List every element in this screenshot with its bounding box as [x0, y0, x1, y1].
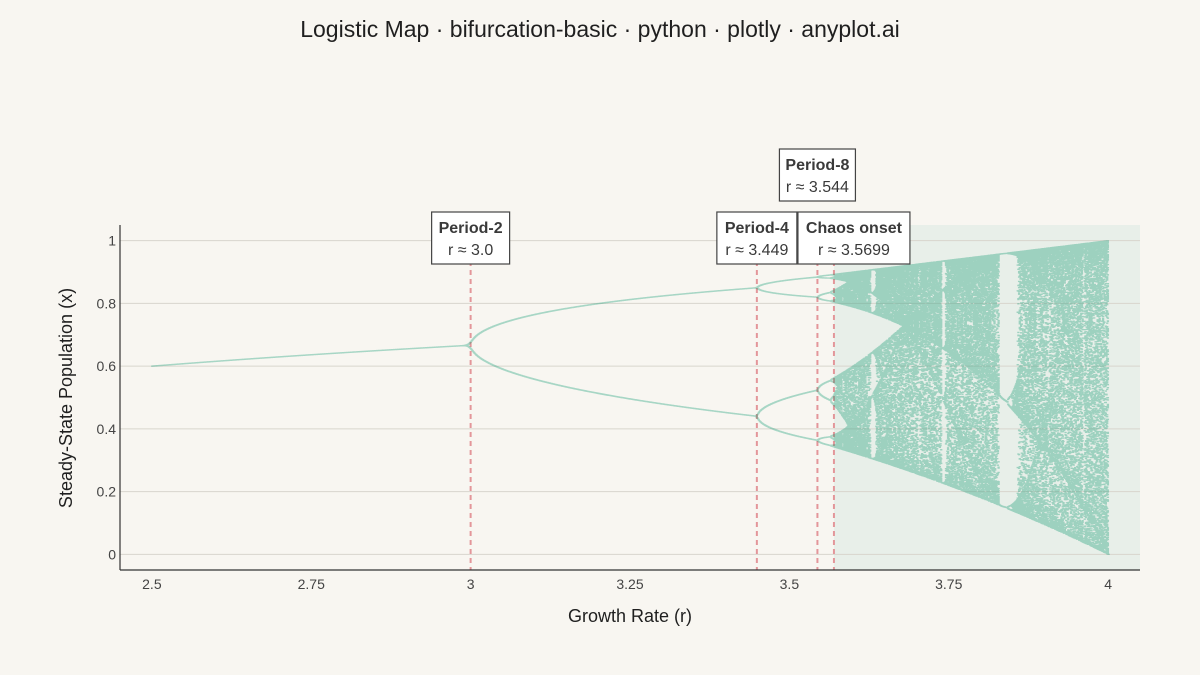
y-tick-label: 0.4 — [97, 421, 117, 437]
x-tick-label: 2.75 — [298, 576, 325, 592]
annotation-frame — [431, 211, 511, 265]
annotations: Period-2 r ≈ 3.0 Period-4 r ≈ 3.449 Period-8… — [431, 148, 911, 265]
annotation-label: Period-2 — [439, 220, 503, 237]
annotation-frame — [716, 211, 798, 265]
x-tick-label: 2.5 — [142, 576, 162, 592]
y-tick-label: 0 — [108, 546, 116, 562]
annotation-box: Period-2 r ≈ 3.0 — [431, 211, 511, 265]
bifurcation-lines — [469, 225, 835, 570]
y-tick-label: 0.2 — [97, 484, 117, 500]
annotation-value: r ≈ 3.449 — [725, 242, 788, 259]
x-tick-labels: 2.5 2.75 3 3.25 3.5 3.75 4 — [142, 576, 1112, 592]
y-axis-label: Steady-State Population (x) — [56, 288, 76, 508]
x-tick-label: 3.25 — [616, 576, 643, 592]
x-tick-label: 3.75 — [935, 576, 962, 592]
annotation-value: r ≈ 3.5699 — [818, 242, 890, 259]
chart-title: Logistic Map · bifurcation-basic · pytho… — [300, 16, 900, 42]
x-tick-label: 4 — [1104, 576, 1112, 592]
annotation-value: r ≈ 3.544 — [786, 179, 849, 196]
annotation-box: Period-8 r ≈ 3.544 — [778, 148, 857, 202]
x-tick-label: 3 — [467, 576, 475, 592]
annotation-label: Chaos onset — [806, 220, 903, 237]
y-gridlines — [120, 240, 1140, 555]
bifurcation-point-cloud — [151, 240, 1110, 556]
bifurcation-points — [151, 240, 1110, 556]
chaos-region-shade — [833, 225, 1140, 570]
annotation-frame — [778, 148, 857, 202]
y-tick-label: 1 — [108, 233, 116, 249]
y-tick-label: 0.8 — [97, 295, 117, 311]
x-tick-label: 3.5 — [780, 576, 800, 592]
annotation-frame — [797, 211, 911, 265]
y-tick-label: 0.6 — [97, 358, 117, 374]
x-axis-label: Growth Rate (r) — [568, 606, 692, 626]
annotation-box: Chaos onset r ≈ 3.5699 — [797, 211, 911, 265]
annotation-label: Period-4 — [725, 220, 789, 237]
annotation-box: Period-4 r ≈ 3.449 — [716, 211, 798, 265]
annotation-label: Period-8 — [785, 157, 849, 174]
annotation-value: r ≈ 3.0 — [448, 242, 493, 259]
y-tick-labels: 0 0.2 0.4 0.6 0.8 1 — [97, 233, 117, 563]
axes — [119, 225, 1140, 571]
